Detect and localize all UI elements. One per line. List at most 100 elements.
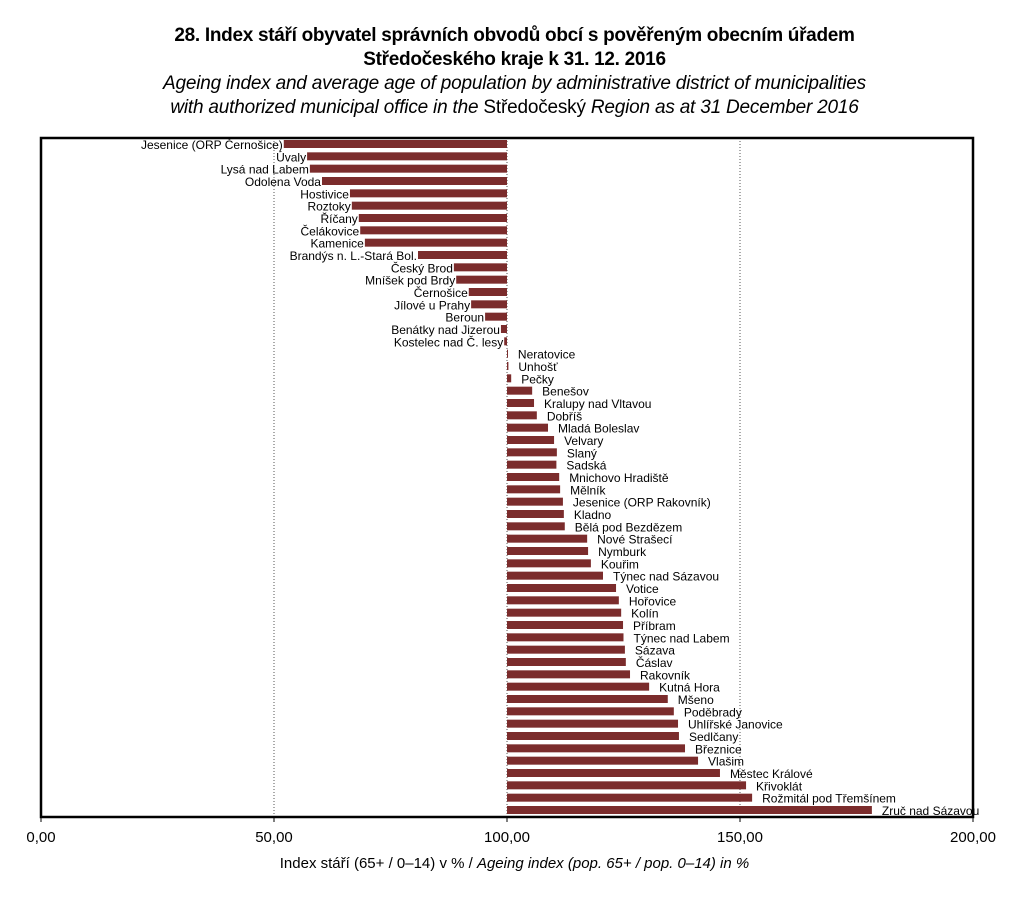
subtitle-region: Středočeský: [483, 97, 586, 118]
bar-label: Hostivice: [300, 187, 349, 201]
bar-label: Sedlčany: [689, 730, 738, 744]
bar: [283, 140, 507, 148]
bar-label: Český Brod: [391, 260, 453, 275]
bar-label: Lysá nad Labem: [221, 163, 309, 177]
bar-label: Kolín: [631, 607, 658, 621]
bar-label: Neratovice: [518, 348, 576, 362]
bar: [507, 485, 561, 494]
bar-label: Poděbrady: [684, 705, 742, 719]
bar-label: Městec Králové: [730, 767, 813, 781]
x-axis-label-en: Ageing index (pop. 65+ / pop. 0–14) in %: [476, 855, 750, 872]
bar-label: Odolena Voda: [245, 175, 321, 189]
bar: [507, 584, 617, 592]
bar-label: Čáslav: [636, 655, 673, 670]
bar-label: Mníšek pod Brdy: [365, 274, 455, 288]
bar-label: Nymburk: [598, 545, 647, 559]
bar: [417, 251, 507, 259]
bar: [500, 325, 507, 333]
bar-label: Kouřim: [601, 557, 639, 571]
bar-label: Unhošť: [518, 360, 558, 374]
bar-label: Vlašim: [708, 755, 744, 769]
chart-title: 28. Index stáří obyvatel správních obvod…: [174, 25, 855, 46]
x-tick-label: 100,00: [484, 829, 530, 846]
bar: [507, 682, 650, 691]
bar-label: Příbram: [633, 619, 676, 633]
bar: [507, 497, 563, 506]
bar: [507, 423, 549, 432]
bar: [485, 312, 507, 321]
subtitle-part-a: with authorized municipal office in the: [170, 97, 484, 118]
bar-label: Dobříš: [547, 409, 582, 423]
bar-label: Zruč nad Sázavou: [882, 804, 979, 818]
chart-subtitle: Ageing index and average age of populati…: [163, 73, 866, 94]
bar: [507, 707, 674, 716]
bar-label: Pečky: [521, 372, 554, 386]
bar: [507, 670, 631, 679]
bar-label: Hořovice: [629, 594, 677, 608]
bar-label: Rožmitál pod Třemšínem: [762, 792, 896, 806]
bar-label: Kostelec nad Č. lesy: [394, 334, 503, 349]
bar-label: Bělá pod Bezdězem: [575, 520, 682, 534]
bar-label: Benešov: [542, 385, 589, 399]
bar-label: Rakovník: [640, 668, 691, 682]
bar: [360, 226, 507, 235]
bar-label: Kamenice: [310, 237, 364, 251]
bar-label: Brandýs n. L.-Stará Bol.: [290, 249, 417, 263]
bar-label: Kutná Hora: [659, 681, 720, 695]
bar: [507, 349, 508, 358]
x-tick-label: 0,00: [26, 829, 55, 846]
x-tick-label: 50,00: [255, 829, 293, 846]
bar: [507, 719, 679, 728]
bar-label: Jesenice (ORP Černošice): [141, 137, 283, 152]
bar-label: Sázava: [635, 644, 675, 658]
bar: [507, 633, 624, 642]
bar-label: Nové Strašecí: [597, 533, 673, 547]
bar: [453, 263, 507, 272]
bar-label: Mladá Boleslav: [558, 422, 639, 436]
bar-label: Mělník: [570, 483, 606, 497]
bar: [456, 275, 507, 284]
x-tick-label: 200,00: [950, 829, 996, 846]
bar: [507, 658, 626, 666]
bar-label: Úvaly: [276, 149, 306, 164]
bar: [507, 596, 619, 605]
bar: [507, 756, 699, 765]
bar: [507, 571, 603, 580]
bar: [349, 189, 507, 198]
bar: [358, 214, 507, 222]
bar: [507, 806, 872, 814]
bar-label: Čelákovice: [301, 223, 360, 238]
bar: [507, 608, 622, 617]
bar: [507, 645, 625, 654]
bar: [507, 510, 564, 518]
subtitle-part-b: Region as at 31 December 2016: [585, 97, 859, 118]
bar-label: Březnice: [695, 742, 742, 756]
bar-label: Beroun: [445, 311, 484, 325]
bar: [309, 164, 507, 173]
bar-label: Týnec nad Sázavou: [613, 570, 719, 584]
chart-title-line2: Středočeského kraje k 31. 12. 2016: [363, 49, 666, 70]
bar: [507, 448, 557, 457]
bar: [507, 534, 588, 543]
bar-label: Černošice: [414, 285, 468, 300]
bar-label: Roztoky: [307, 200, 350, 214]
bar: [507, 781, 747, 790]
bar-label: Sadská: [566, 459, 606, 473]
bar: [507, 769, 720, 777]
bar: [321, 177, 507, 185]
bar: [507, 621, 624, 629]
bar: [307, 152, 507, 161]
bar: [507, 411, 537, 420]
bar: [507, 559, 591, 568]
bar-label: Mnichovo Hradiště: [569, 471, 669, 485]
bar: [507, 386, 533, 395]
x-axis-label-cz: Index stáří (65+ / 0–14) v % /: [279, 855, 477, 872]
chart-subtitle-line2: with authorized municipal office in the …: [0, 96, 1029, 120]
bar-label: Votice: [626, 582, 659, 596]
bar-label: Uhlířské Janovice: [688, 718, 783, 732]
bar-label: Slaný: [567, 446, 597, 460]
bar-label: Jesenice (ORP Rakovník): [573, 496, 711, 510]
bar-label: Křivoklát: [756, 779, 803, 793]
chart-title-block: 28. Index stáří obyvatel správních obvod…: [0, 24, 1029, 120]
